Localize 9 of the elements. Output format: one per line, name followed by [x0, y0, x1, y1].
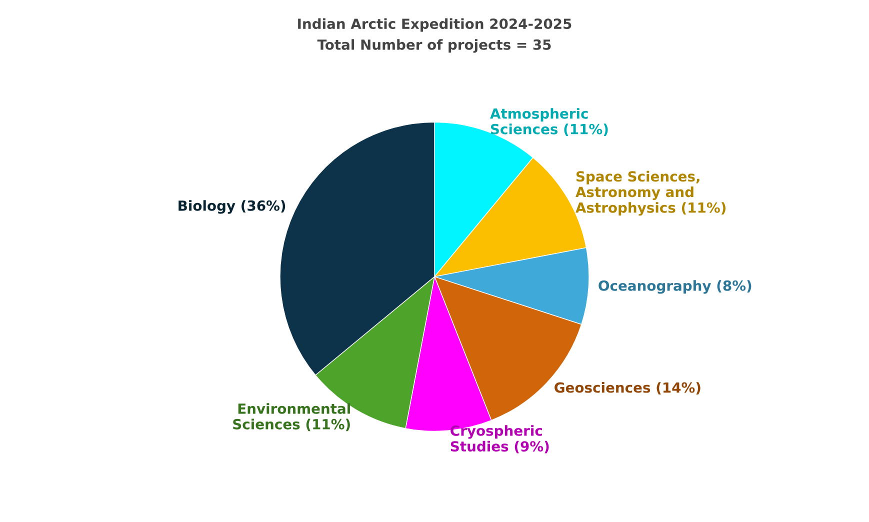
- slice-label: Atmospheric Sciences (11%): [490, 108, 608, 136]
- slice-label: Biology (36%): [178, 200, 286, 214]
- chart-title: Indian Arctic Expedition 2024-2025: [298, 18, 572, 32]
- slice-label: Space Sciences, Astronomy and Astrophysics (11%): [576, 170, 726, 216]
- slice-label: Oceanography (8%): [598, 280, 752, 294]
- chart-subtitle: Total Number of projects = 35: [317, 39, 551, 53]
- slice-label: Cryospheric Studies (9%): [450, 425, 549, 454]
- slice-label: Geosciences (14%): [554, 382, 700, 394]
- slice-label: Environmental Sciences (11%): [233, 403, 350, 432]
